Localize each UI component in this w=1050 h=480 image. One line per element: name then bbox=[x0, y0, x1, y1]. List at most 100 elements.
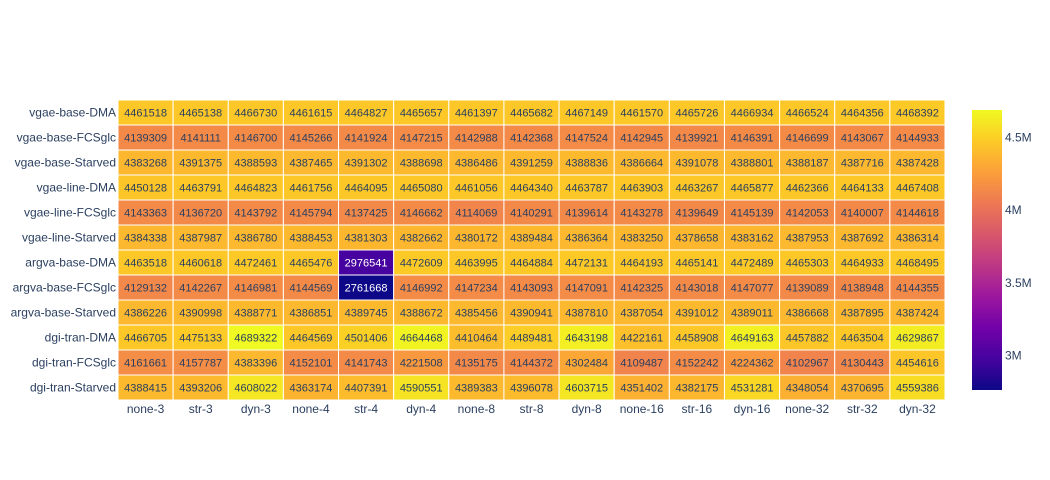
heatmap-cell bbox=[779, 324, 836, 351]
heatmap-cell bbox=[282, 324, 340, 351]
heatmap-cell bbox=[393, 249, 450, 276]
x-axis-tick-label: str-32 bbox=[847, 402, 878, 416]
heatmap-cell bbox=[227, 124, 284, 151]
heatmap-cell bbox=[503, 199, 560, 226]
heatmap-cell bbox=[117, 249, 174, 276]
heatmap-cell-value: 4387424 bbox=[896, 308, 939, 320]
heatmap-cell-value: 4386851 bbox=[290, 308, 333, 320]
heatmap-cell-value: 4465138 bbox=[179, 108, 222, 120]
heatmap-cell-value: 4389484 bbox=[510, 233, 553, 245]
heatmap-cell bbox=[723, 249, 781, 276]
heatmap-cell bbox=[889, 374, 946, 401]
heatmap-cell-value: 4457882 bbox=[786, 333, 829, 345]
heatmap-cell-value: 4466730 bbox=[234, 108, 277, 120]
x-axis-tick-label: none-4 bbox=[292, 402, 330, 416]
x-axis-tick-label: none-32 bbox=[785, 402, 829, 416]
heatmap-cell-value: 4629867 bbox=[896, 333, 939, 345]
heatmap-cell bbox=[172, 224, 229, 251]
heatmap-cell-value: 4465141 bbox=[675, 258, 718, 270]
heatmap-cell-value: 4466524 bbox=[786, 108, 829, 120]
y-axis-tick-label: argva-base-DMA bbox=[25, 256, 116, 270]
heatmap-cell bbox=[779, 124, 836, 151]
x-axis-tick-label: dyn-8 bbox=[572, 402, 602, 416]
heatmap-cell-value: 4161661 bbox=[124, 358, 167, 370]
heatmap-cell-value: 4157787 bbox=[179, 358, 222, 370]
heatmap-cell bbox=[448, 324, 505, 351]
heatmap-cell-value: 4649163 bbox=[731, 333, 774, 345]
heatmap-cell-value: 4603715 bbox=[565, 383, 608, 395]
heatmap-cell bbox=[172, 99, 229, 126]
y-axis-tick-label: argva-base-FCSglc bbox=[13, 281, 116, 295]
heatmap-cell bbox=[338, 249, 395, 276]
heatmap-cell-value: 4608022 bbox=[234, 383, 277, 395]
heatmap-cell-value: 4351402 bbox=[620, 383, 663, 395]
heatmap-cell bbox=[834, 174, 891, 201]
heatmap-cell-value: 4464827 bbox=[345, 108, 388, 120]
heatmap-cell bbox=[503, 249, 560, 276]
heatmap-cell-value: 4468495 bbox=[896, 258, 939, 270]
heatmap-cell-value: 4388415 bbox=[124, 383, 167, 395]
heatmap-cell bbox=[613, 349, 670, 376]
heatmap-cell bbox=[117, 199, 174, 226]
heatmap-cell-value: 4384338 bbox=[124, 233, 167, 245]
heatmap-cell-value: 4466934 bbox=[731, 108, 774, 120]
heatmap-cell bbox=[889, 199, 946, 226]
heatmap-cell bbox=[117, 349, 174, 376]
heatmap-cell bbox=[668, 174, 725, 201]
heatmap-cell-value: 4461615 bbox=[290, 108, 333, 120]
heatmap-cell bbox=[338, 349, 395, 376]
heatmap-cell-value: 4143792 bbox=[234, 208, 277, 220]
heatmap-cell-value: 4145794 bbox=[290, 208, 333, 220]
heatmap-cell bbox=[393, 299, 450, 326]
heatmap-cell bbox=[889, 249, 946, 276]
heatmap-cell-value: 4464884 bbox=[510, 258, 553, 270]
heatmap-cell bbox=[117, 224, 174, 251]
heatmap-cell-value: 4387428 bbox=[896, 158, 939, 170]
heatmap-cell-value: 2761668 bbox=[345, 283, 388, 295]
heatmap-cell-value: 4489481 bbox=[510, 333, 553, 345]
heatmap-cell bbox=[338, 124, 395, 151]
heatmap-cell bbox=[393, 349, 450, 376]
heatmap-cell bbox=[448, 299, 505, 326]
heatmap-cell-value: 4531281 bbox=[731, 383, 774, 395]
heatmap-cell bbox=[448, 124, 505, 151]
heatmap-cell-value: 4460618 bbox=[179, 258, 222, 270]
heatmap-cell-value: 4388836 bbox=[565, 158, 608, 170]
heatmap-cell bbox=[503, 99, 560, 126]
heatmap-cell-value: 4383396 bbox=[234, 358, 277, 370]
heatmap-cell bbox=[282, 224, 340, 251]
x-axis-tick-label: none-8 bbox=[458, 402, 496, 416]
heatmap-cell-value: 4147215 bbox=[400, 133, 443, 145]
heatmap-cell-value: 4144569 bbox=[290, 283, 333, 295]
heatmap-cell bbox=[834, 124, 891, 151]
heatmap-cell-value: 4136720 bbox=[179, 208, 222, 220]
heatmap-cell-value: 4393206 bbox=[179, 383, 222, 395]
heatmap-cell bbox=[834, 324, 891, 351]
heatmap-cell bbox=[668, 349, 725, 376]
heatmap-cell bbox=[227, 174, 284, 201]
heatmap-cell-value: 4465682 bbox=[510, 108, 553, 120]
heatmap-cell-value: 4142945 bbox=[620, 133, 663, 145]
heatmap-cell bbox=[503, 174, 560, 201]
heatmap-cell bbox=[558, 199, 615, 226]
heatmap-cell-value: 4467408 bbox=[896, 183, 939, 195]
heatmap-cell-value: 4386780 bbox=[234, 233, 277, 245]
heatmap-cell bbox=[613, 324, 670, 351]
x-axis-tick-label: none-3 bbox=[127, 402, 165, 416]
heatmap-cell-value: 4396078 bbox=[510, 383, 553, 395]
heatmap-cell-value: 4109487 bbox=[620, 358, 663, 370]
x-axis-tick-label: none-16 bbox=[620, 402, 664, 416]
heatmap-cell bbox=[668, 299, 725, 326]
heatmap-cell bbox=[282, 124, 340, 151]
heatmap-cell bbox=[393, 199, 450, 226]
heatmap-cell-value: 4143067 bbox=[841, 133, 884, 145]
heatmap-cell bbox=[558, 299, 615, 326]
heatmap-cell-value: 4464823 bbox=[234, 183, 277, 195]
heatmap-cell-value: 4387054 bbox=[620, 308, 663, 320]
heatmap-cell-value: 4348054 bbox=[786, 383, 829, 395]
heatmap-cell-value: 4464193 bbox=[620, 258, 663, 270]
heatmap-cell-value: 4472461 bbox=[234, 258, 277, 270]
heatmap-cell-value: 4146699 bbox=[786, 133, 829, 145]
x-axis-tick-label: str-8 bbox=[520, 402, 544, 416]
